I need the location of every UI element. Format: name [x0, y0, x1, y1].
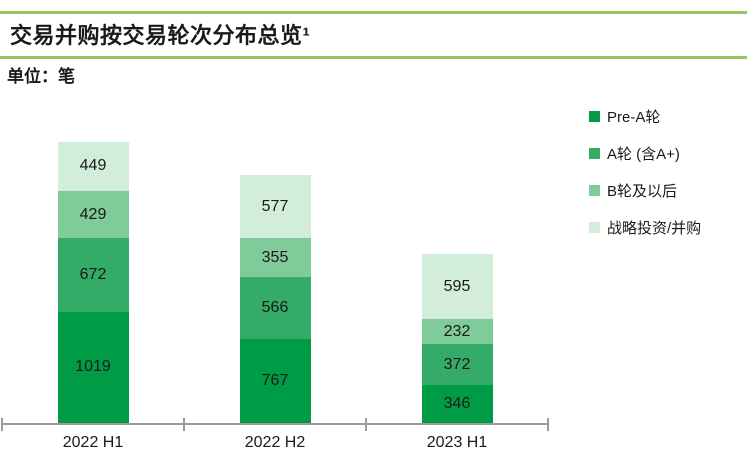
- bar-segment: 595: [421, 253, 493, 320]
- x-axis-label: 2023 H1: [426, 434, 488, 451]
- bar-value-label: 346: [443, 395, 471, 413]
- bar-value-label: 767: [261, 372, 289, 390]
- legend-swatch: [589, 185, 600, 196]
- bar-segment: 429: [57, 191, 129, 238]
- legend-swatch: [589, 148, 600, 159]
- bar-value-label: 1019: [75, 358, 111, 376]
- legend-item: A轮 (含A+): [589, 144, 701, 163]
- bar-segment: 672: [57, 238, 129, 312]
- legend: Pre-A轮 A轮 (含A+) B轮及以后战略投资/并购: [589, 107, 701, 255]
- bar-segment: 566: [239, 277, 311, 340]
- bar-value-label: 595: [443, 277, 471, 295]
- x-axis-line: [2, 423, 548, 425]
- unit-label: 单位：笔: [7, 67, 75, 86]
- legend-swatch: [589, 111, 600, 122]
- header-rule-top: [0, 11, 747, 14]
- bar-value-label: 429: [79, 205, 107, 223]
- bar-segment: 767: [239, 339, 311, 423]
- x-axis-label: 2022 H1: [62, 434, 124, 451]
- x-axis-tick: [547, 418, 549, 431]
- legend-label: B轮及以后: [607, 183, 678, 200]
- legend-label: 战略投资/并购: [607, 220, 702, 237]
- bar-value-label: 355: [261, 248, 289, 266]
- header-rule-bottom: [0, 56, 747, 59]
- bar-value-label: 672: [79, 265, 107, 283]
- x-axis-tick: [183, 418, 185, 431]
- bar-value-label: 232: [443, 322, 471, 340]
- x-axis-tick: [365, 418, 367, 431]
- legend-label: Pre-A轮: [607, 109, 661, 126]
- page-title: 交易并购按交易轮次分布总览¹: [10, 23, 311, 48]
- legend-label: A轮 (含A+): [607, 146, 680, 163]
- bar-value-label: 372: [443, 355, 471, 373]
- legend-item: 战略投资/并购: [589, 218, 701, 237]
- bar-segment: 1019: [57, 311, 129, 423]
- x-axis-tick: [1, 418, 3, 431]
- legend-item: Pre-A轮: [589, 107, 701, 126]
- legend-swatch: [589, 222, 600, 233]
- bar-segment: 372: [421, 344, 493, 386]
- legend-item: B轮及以后: [589, 181, 701, 200]
- bar-segment: 449: [57, 141, 129, 192]
- bar-value-label: 449: [79, 157, 107, 175]
- bar-segment: 232: [421, 319, 493, 345]
- x-axis-label: 2022 H2: [244, 434, 306, 451]
- bar-segment: 355: [239, 238, 311, 278]
- bar-segment: 346: [421, 385, 493, 423]
- bar-segment: 577: [239, 175, 311, 239]
- bar-value-label: 577: [261, 197, 289, 215]
- bar-value-label: 566: [261, 299, 289, 317]
